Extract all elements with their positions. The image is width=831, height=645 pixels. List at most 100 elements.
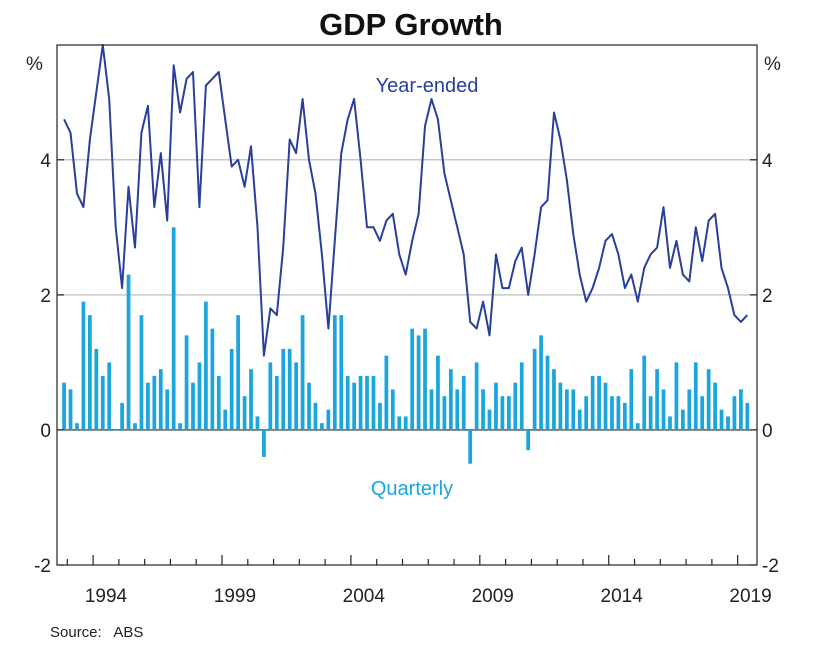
quarterly-bar	[287, 348, 292, 430]
quarterly-bar	[358, 375, 363, 430]
quarterly-bar	[610, 396, 614, 430]
quarterly-bar	[506, 396, 511, 430]
x-tick-label: 2014	[601, 586, 644, 607]
quarterly-bar	[519, 362, 524, 430]
y-tick-label-left: -2	[34, 556, 51, 577]
x-axis-ticks: 1994 1999 2004 2009 2014 2019	[66, 555, 772, 607]
quarterly-bar	[571, 389, 576, 430]
x-tick-label: 2019	[729, 586, 771, 607]
quarterly-bar	[158, 369, 163, 430]
quarterly-bar	[397, 416, 402, 430]
quarterly-bar	[184, 335, 189, 430]
quarterly-bar	[365, 375, 369, 430]
quarterly-bar	[526, 429, 531, 451]
quarterly-bar	[120, 402, 124, 430]
quarterly-bar	[629, 369, 634, 430]
quarterly-bar	[197, 362, 202, 430]
quarterly-bar	[545, 355, 550, 430]
y-tick-label-right: 0	[762, 421, 773, 442]
y-unit-left: %	[26, 54, 43, 75]
quarterly-bar	[113, 429, 118, 431]
x-tick-label: 2009	[472, 586, 514, 607]
quarterly-bar	[352, 382, 357, 430]
chart-title: GDP Growth	[319, 7, 503, 42]
quarterly-bar	[68, 389, 73, 430]
quarterly-bar	[590, 375, 595, 430]
quarterly-bar	[390, 389, 395, 430]
y-unit-right: %	[764, 54, 781, 75]
source-note: Source: ABS	[50, 624, 143, 641]
quarterly-bar	[487, 409, 492, 430]
quarterly-bar	[204, 301, 208, 430]
quarterly-bar	[481, 389, 485, 430]
y-tick-label-right: -2	[762, 556, 779, 577]
quarterly-bar	[339, 315, 344, 430]
quarterly-bar	[313, 402, 318, 430]
quarterly-bar	[403, 416, 408, 430]
quarterly-bar	[622, 402, 627, 430]
y-tick-label-right: 4	[762, 151, 773, 172]
quarterly-bar	[126, 274, 131, 430]
quarterly-bar	[281, 348, 286, 430]
quarterly-bar	[371, 375, 376, 430]
quarterly-bar	[88, 315, 92, 430]
quarterly-bar	[500, 396, 505, 430]
quarterly-bar	[268, 362, 273, 430]
series-label-quarterly: Quarterly	[371, 478, 453, 500]
y-axis-ticks: -2 -2 0 0 2 2 4 4	[34, 151, 779, 577]
plot-border	[56, 44, 758, 566]
quarterly-bar	[262, 429, 266, 457]
quarterly-bar	[726, 416, 730, 430]
quarterly-bar	[474, 362, 479, 430]
quarterly-bar	[558, 382, 563, 430]
quarterly-bar	[564, 389, 569, 430]
quarterly-bar	[539, 335, 543, 430]
quarterly-bar	[494, 382, 498, 430]
quarterly-bar	[326, 409, 331, 430]
x-tick-label: 1999	[214, 586, 256, 607]
quarterly-bar	[223, 409, 228, 430]
quarterly-bar	[165, 389, 170, 430]
quarterly-bar	[532, 348, 537, 430]
quarterly-bar	[455, 389, 460, 430]
quarterly-bar	[693, 362, 698, 430]
quarterly-bar	[648, 396, 653, 430]
quarterly-bar	[81, 301, 86, 430]
quarterly-bar	[345, 375, 350, 430]
quarterly-bar	[719, 409, 724, 430]
quarterly-bar	[429, 389, 434, 430]
quarterly-bar	[635, 423, 640, 430]
quarterly-bar	[603, 382, 608, 430]
quarterly-bar	[642, 355, 647, 430]
quarterly-bar	[436, 355, 440, 430]
quarterly-bar	[146, 382, 150, 430]
y-tick-label-left: 2	[40, 286, 51, 307]
quarterly-bar	[461, 375, 466, 430]
y-tick-label-left: 4	[40, 151, 51, 172]
quarterly-bar	[513, 382, 518, 430]
year-ended-line	[63, 44, 749, 357]
quarterly-bar	[552, 369, 556, 430]
quarterly-bar	[416, 335, 421, 430]
quarterly-bar	[655, 369, 659, 430]
quarterly-bars	[62, 227, 750, 464]
quarterly-bar	[577, 409, 582, 430]
quarterly-bar	[242, 396, 247, 430]
quarterly-bar	[674, 362, 679, 430]
quarterly-bar	[745, 402, 750, 430]
quarterly-bar	[378, 402, 382, 430]
x-tick-label: 2004	[343, 586, 386, 607]
quarterly-bar	[307, 382, 311, 430]
quarterly-bar	[300, 315, 305, 430]
quarterly-bar	[442, 396, 447, 430]
quarterly-bar	[152, 375, 157, 430]
quarterly-bar	[133, 423, 137, 430]
quarterly-bar	[597, 375, 601, 430]
quarterly-bar	[700, 396, 705, 430]
quarterly-bar	[249, 369, 253, 430]
quarterly-bar	[706, 369, 711, 430]
quarterly-bar	[661, 389, 666, 430]
quarterly-bar	[584, 396, 589, 430]
quarterly-bar	[255, 416, 260, 430]
